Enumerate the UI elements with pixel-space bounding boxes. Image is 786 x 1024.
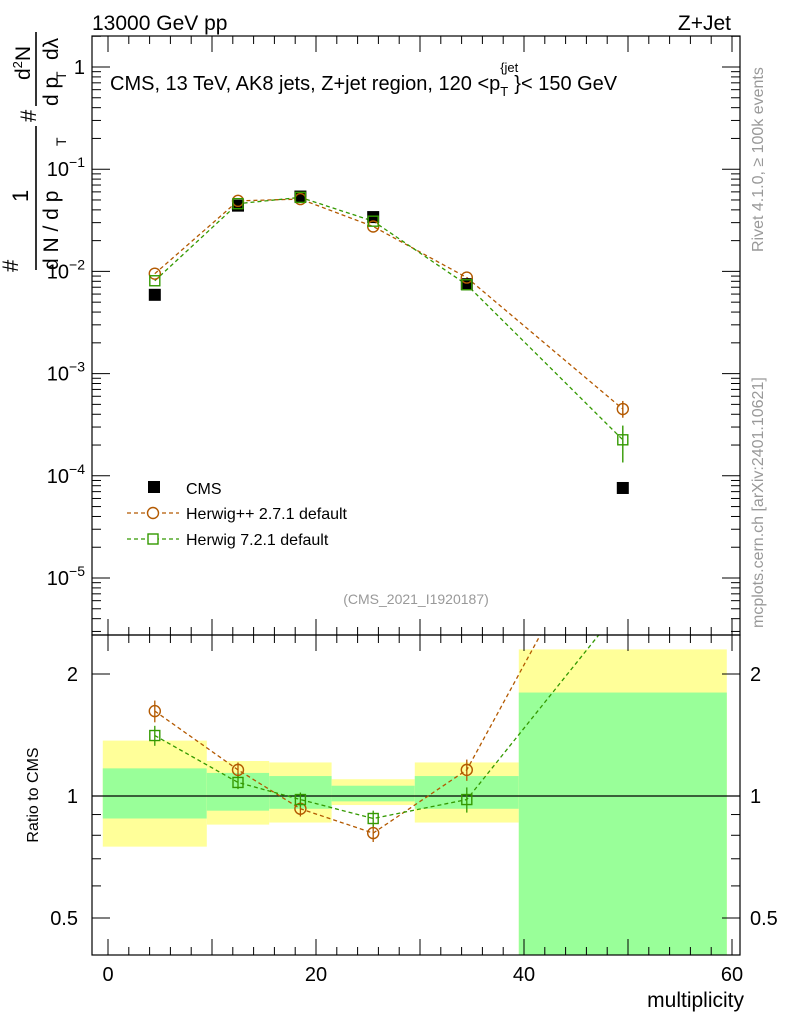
y-tick-label-exponent: −1 xyxy=(69,154,85,170)
legend-label-herwig7: Herwig 7.2.1 default xyxy=(186,532,329,549)
y-tick-label-mantissa: 10 xyxy=(47,568,69,590)
legend: CMS Herwig++ 2.7.1 default Herwig 7.2.1 … xyxy=(127,481,348,549)
herwig7-point xyxy=(294,191,307,204)
ratio-herwig7-point xyxy=(149,729,161,742)
ratio-herwig7-point xyxy=(367,812,379,825)
legend-label-cms: CMS xyxy=(186,481,222,498)
ratio-x-tick-label: 60 xyxy=(721,964,743,986)
ylabel-frac2-num-main: d xyxy=(12,68,35,80)
ratio-y-tick-label-right: 0.5 xyxy=(750,908,778,930)
y-tick-label: 10−4 xyxy=(47,461,85,488)
y-tick-label-mantissa: 1 xyxy=(74,57,85,79)
ylabel-frac2-den-end: dλ xyxy=(40,37,63,60)
main-ylabel: # 1 d N / d p T # d2N d p T dλ xyxy=(0,32,69,272)
ylabel-den: d N / d p xyxy=(40,191,63,270)
y-tick-label: 10−3 xyxy=(47,359,85,386)
analysis-annotation: (CMS_2021_I1920187) xyxy=(343,591,489,607)
ratio-line-0 xyxy=(154,635,542,834)
legend-marker-cms xyxy=(148,481,160,493)
main-title: CMS, 13 TeV, AK8 jets, Z+jet region, 120… xyxy=(110,60,618,99)
ratio-band-inner xyxy=(102,768,207,819)
series-line-2 xyxy=(154,196,624,441)
y-tick-label-exponent: −4 xyxy=(69,461,85,477)
ratio-x-tick-label: 20 xyxy=(305,964,327,986)
ylabel-frac2-den: d p xyxy=(40,77,63,106)
herwigpp-point xyxy=(148,267,162,280)
cms-point xyxy=(294,190,307,203)
ratio-x-tick-label: 40 xyxy=(513,964,535,986)
main-title-sup: {jet xyxy=(500,60,518,75)
legend-label-herwigpp: Herwig++ 2.7.1 default xyxy=(186,506,348,523)
y-tick-label-mantissa: 10 xyxy=(47,159,69,181)
ylabel-hash2: # xyxy=(16,109,41,122)
cms-point xyxy=(616,481,629,494)
ratio-herwigpp-point xyxy=(148,704,162,718)
ratio-y-tick-label-right: 1 xyxy=(750,786,761,808)
main-title-sub: T xyxy=(500,84,508,99)
herwig7-point xyxy=(367,215,379,227)
ratio-plot-frame xyxy=(91,634,741,956)
ylabel-num: 1 xyxy=(8,190,33,202)
legend-marker-herwig7 xyxy=(147,533,159,545)
ratio-band-inner xyxy=(518,692,727,955)
cms-point xyxy=(367,211,380,224)
ratio-herwig7-point xyxy=(232,776,244,789)
ratio-band-inner xyxy=(331,785,415,802)
herwig7-point xyxy=(461,279,473,291)
y-tick-label: 1 xyxy=(74,57,85,79)
herwig7-point xyxy=(149,275,161,287)
y-tick-label-mantissa: 10 xyxy=(47,261,69,283)
ylabel-frac2-den-sub: T xyxy=(53,71,69,80)
y-tick-label: 10−2 xyxy=(47,256,85,283)
ratio-y-tick-label-left: 1 xyxy=(67,786,78,808)
ratio-plot: 0.5 0.51 12 20 20 40 60 Ratio to CMS multiplic… xyxy=(25,634,778,1012)
main-title-prefix: CMS, 13 TeV, AK8 jets, Z+jet region, 120… xyxy=(110,73,500,95)
main-title-suffix: }< 150 GeV xyxy=(514,73,618,95)
ylabel-den-sub: T xyxy=(53,137,69,146)
herwigpp-point xyxy=(616,402,629,416)
ratio-herwig7-point xyxy=(461,793,473,806)
y-tick-label-mantissa: 10 xyxy=(47,466,69,488)
ratio-herwigpp-point xyxy=(231,763,245,777)
ylabel-frac2-num-end: N xyxy=(12,46,35,61)
ratio-y-tick-label-right: 2 xyxy=(750,664,761,686)
y-tick-label-exponent: −2 xyxy=(69,256,85,272)
ylabel-frac2-num-sup: 2 xyxy=(10,61,25,68)
ylabel-frac2-num: d2N xyxy=(10,46,35,80)
ratio-line-1 xyxy=(154,635,600,820)
rivet-label: Rivet 4.1.0, ≥ 100k events xyxy=(750,67,767,252)
y-tick-label: 10−1 xyxy=(47,154,85,181)
y-tick-label-exponent: −5 xyxy=(69,563,85,579)
ratio-y-tick-label-left: 0.5 xyxy=(50,908,78,930)
ylabel-hash1: # xyxy=(0,259,23,272)
y-tick-label-exponent: −3 xyxy=(69,359,85,375)
main-plot: 110−110−210−310−410−5 CMS, 13 TeV, AK8 j… xyxy=(0,32,741,636)
ratio-herwigpp-point xyxy=(367,826,380,840)
series-line-1 xyxy=(154,198,624,410)
ratio-x-tick-label: 0 xyxy=(102,964,113,986)
y-tick-label-mantissa: 10 xyxy=(47,364,69,386)
ratio-y-tick-label-left: 2 xyxy=(67,664,78,686)
ratio-herwigpp-point xyxy=(460,763,473,777)
cms-point xyxy=(232,199,244,212)
cms-point xyxy=(460,278,473,291)
header-left: 13000 GeV pp xyxy=(92,12,227,35)
ratio-herwig7-point xyxy=(294,793,307,806)
ratio-ylabel: Ratio to CMS xyxy=(25,747,42,842)
herwig7-point xyxy=(232,197,244,210)
header-right: Z+Jet xyxy=(678,12,731,35)
mcplots-label: mcplots.cern.ch [arXiv:2401.10621] xyxy=(750,377,767,628)
herwigpp-point xyxy=(460,271,473,284)
legend-marker-herwigpp xyxy=(146,506,160,520)
ratio-xlabel: multiplicity xyxy=(647,989,744,1012)
cms-point xyxy=(148,288,161,301)
herwig7-point xyxy=(617,434,629,446)
y-tick-label: 10−5 xyxy=(47,563,85,590)
